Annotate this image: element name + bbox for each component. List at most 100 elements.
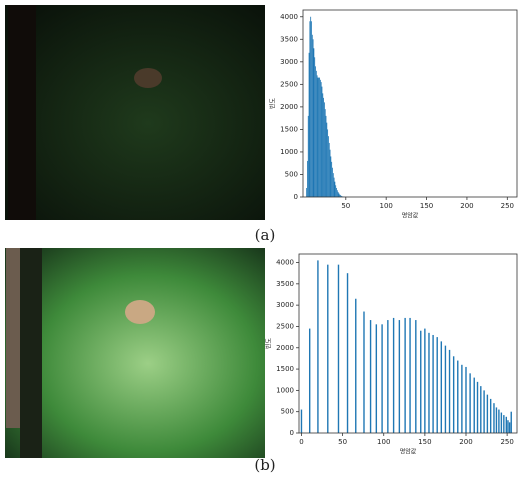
bar <box>319 78 320 197</box>
bar <box>339 193 340 197</box>
x-tick-label: 250 <box>500 438 513 446</box>
bar <box>428 333 429 433</box>
bar <box>376 324 377 433</box>
bar <box>511 412 512 433</box>
bar <box>420 331 421 433</box>
bar <box>404 318 405 433</box>
y-tick-label: 2500 <box>280 80 298 88</box>
y-tick-label: 3000 <box>280 58 298 66</box>
bar <box>474 378 475 433</box>
bar <box>507 420 508 433</box>
bar <box>334 182 335 197</box>
x-tick-label: 100 <box>377 438 390 446</box>
bar <box>370 320 371 433</box>
bar <box>331 162 332 197</box>
bar <box>312 35 313 197</box>
x-tick-label: 0 <box>299 438 303 446</box>
bar <box>477 382 478 433</box>
bar <box>318 78 319 197</box>
bar <box>469 373 470 433</box>
bar <box>441 341 442 433</box>
bar <box>465 367 466 433</box>
bar <box>347 273 348 433</box>
bar <box>333 173 334 197</box>
bar <box>503 415 504 433</box>
x-tick-label: 50 <box>341 202 350 210</box>
bar <box>338 265 339 433</box>
bar <box>432 335 433 433</box>
bar <box>453 356 454 433</box>
y-tick-label: 1500 <box>280 125 298 133</box>
bar <box>317 75 318 197</box>
bar <box>316 71 317 197</box>
y-axis-label: 빈도 <box>265 338 273 350</box>
figure: 0500100015002000250030003500400050100150… <box>0 0 523 483</box>
x-tick-label: 150 <box>418 438 431 446</box>
bar <box>457 361 458 433</box>
bar <box>381 324 382 433</box>
bar <box>415 320 416 433</box>
y-tick-label: 500 <box>285 170 298 178</box>
bar <box>496 407 497 433</box>
bar <box>487 395 488 433</box>
bar <box>355 299 356 433</box>
bar <box>320 80 321 197</box>
bar <box>308 116 309 197</box>
y-tick-label: 2500 <box>276 322 294 330</box>
bar <box>318 78 319 197</box>
bar <box>330 156 331 197</box>
bar <box>322 93 323 197</box>
bar <box>393 318 394 433</box>
bar <box>461 365 462 433</box>
bar <box>445 346 446 433</box>
x-tick-label: 50 <box>338 438 347 446</box>
bar <box>307 161 308 197</box>
bar <box>328 136 329 197</box>
bar <box>335 185 336 197</box>
bar <box>317 260 318 433</box>
y-axis-label: 빈도 <box>269 98 277 110</box>
bar <box>327 265 328 433</box>
y-tick-label: 4000 <box>280 13 298 21</box>
bar <box>309 53 310 197</box>
y-tick-label: 2000 <box>280 103 298 111</box>
y-tick-label: 3500 <box>280 35 298 43</box>
bar <box>498 410 499 433</box>
y-tick-label: 4000 <box>276 259 294 267</box>
bar <box>409 318 410 433</box>
bar <box>336 188 337 197</box>
x-tick-label: 100 <box>379 202 392 210</box>
photo-a <box>5 5 265 220</box>
y-tick-label: 1000 <box>276 386 294 394</box>
bar <box>490 399 491 433</box>
bar <box>324 102 325 197</box>
bar <box>314 57 315 197</box>
x-axis-label: 명암값 <box>400 448 417 456</box>
bar <box>493 403 494 433</box>
x-axis-label: 명암값 <box>402 212 419 220</box>
y-tick-label: 1500 <box>276 365 294 373</box>
photo-b <box>5 248 265 458</box>
bar <box>332 168 333 197</box>
bar <box>313 39 314 197</box>
bar <box>483 390 484 433</box>
bar <box>509 422 510 433</box>
y-tick-label: 3000 <box>276 301 294 309</box>
bar <box>334 178 335 197</box>
bar <box>310 17 311 197</box>
x-tick-label: 250 <box>501 202 514 210</box>
bar <box>325 109 326 197</box>
axes-frame <box>303 10 517 197</box>
bar <box>399 320 400 433</box>
bar <box>315 66 316 197</box>
y-tick-label: 0 <box>294 193 298 201</box>
bar <box>363 312 364 433</box>
bar <box>424 329 425 433</box>
bar <box>306 188 307 197</box>
y-tick-label: 3500 <box>276 280 294 288</box>
bar <box>449 350 450 433</box>
bar <box>437 337 438 433</box>
bar <box>330 150 331 197</box>
bar <box>326 116 327 197</box>
bar <box>329 143 330 197</box>
